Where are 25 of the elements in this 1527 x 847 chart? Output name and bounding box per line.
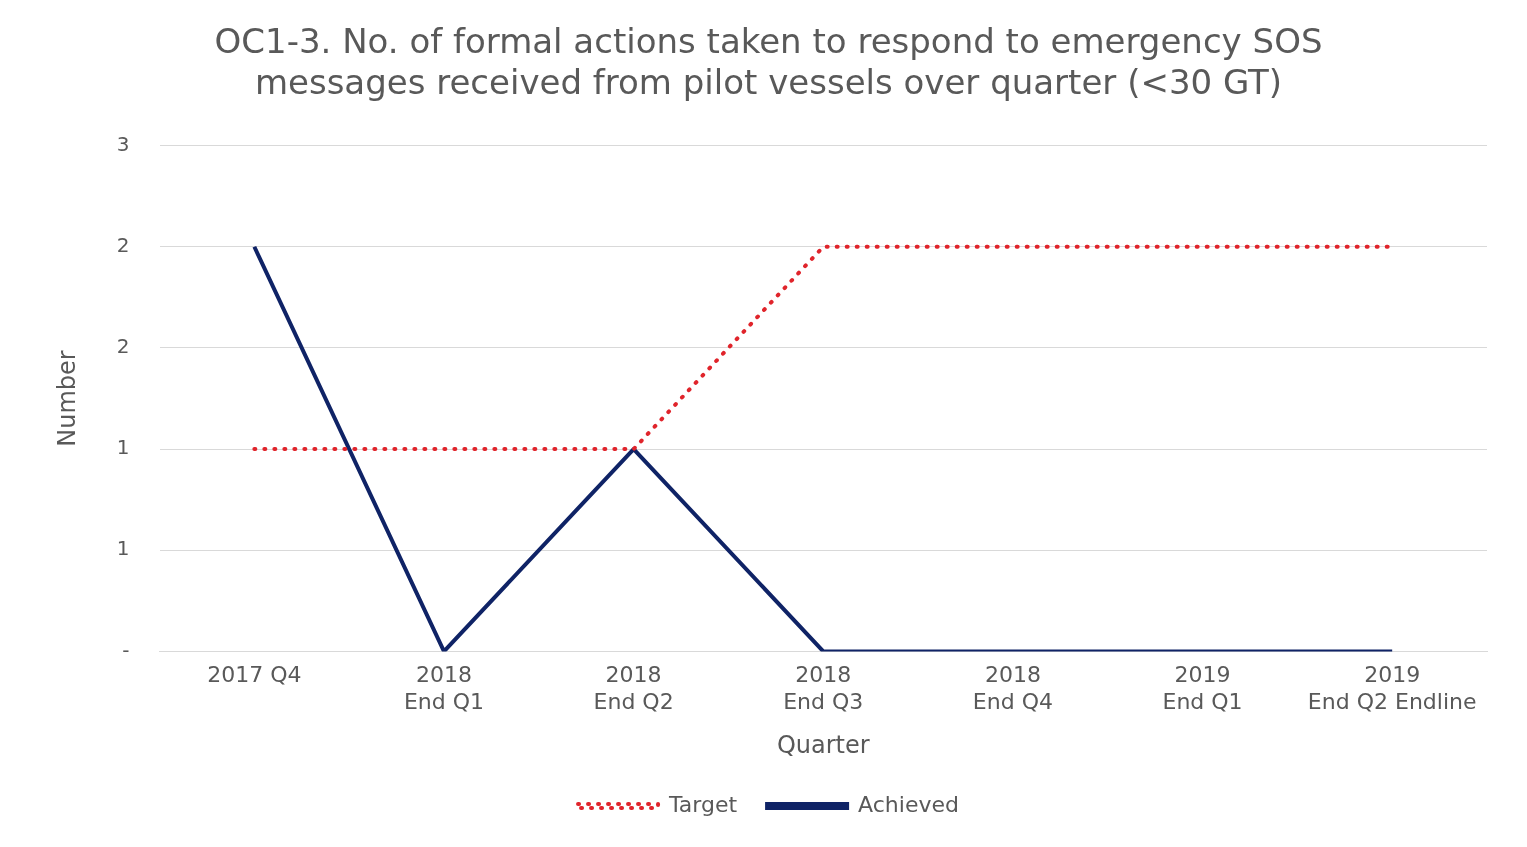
category-label: 2018	[605, 662, 662, 688]
category-label: End Q4	[972, 688, 1053, 714]
legend-label: Achieved	[858, 791, 959, 817]
y-tick-label: 1	[116, 536, 130, 561]
y-tick-label: 3	[116, 131, 130, 156]
category-label: End Q3	[783, 688, 864, 714]
text: OC1-3. No. of formal actions taken to respond to emergency SOS	[214, 21, 1323, 62]
category-label: End Q2	[593, 688, 674, 714]
y-tick-label: -	[122, 637, 130, 662]
category-label: End Q1	[403, 688, 485, 714]
category-label: 2019	[1364, 662, 1421, 688]
category-label: End Q1	[1162, 688, 1243, 714]
y-axis-title: Number	[52, 350, 81, 447]
y-tick-label: 2	[116, 334, 130, 359]
category-label: 2019	[1174, 662, 1231, 688]
category-label: 2018	[795, 662, 852, 688]
category-label: End Q2 Endline	[1307, 688, 1477, 714]
x-axis-title: Quarter	[776, 730, 870, 759]
text: messages received from pilot vessels over quarter (<30 GT)	[254, 62, 1283, 103]
category-label: 2017 Q4	[207, 662, 302, 688]
category-label: 2018	[415, 662, 472, 688]
y-tick-label: 2	[116, 232, 130, 257]
category-label: 2018	[984, 662, 1041, 688]
legend-label: Target	[668, 791, 738, 817]
y-tick-label: 1	[116, 435, 130, 460]
